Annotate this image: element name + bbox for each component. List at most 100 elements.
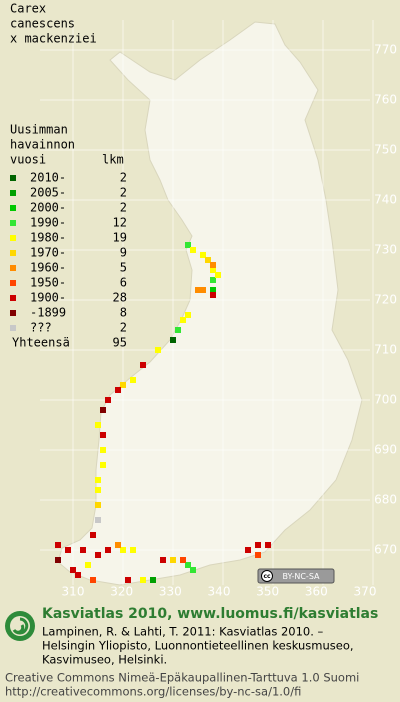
logo	[5, 611, 35, 641]
legend-swatch	[10, 190, 16, 196]
legend-swatch	[10, 310, 16, 316]
y-label: 750	[374, 143, 397, 157]
y-label: 770	[374, 43, 397, 57]
legend-count: 28	[113, 291, 127, 305]
y-label: 720	[374, 293, 397, 307]
cc-circle	[261, 570, 273, 582]
legend-count: 19	[113, 231, 127, 245]
occurrence	[65, 547, 71, 553]
occurrence	[95, 552, 101, 558]
occurrence	[55, 542, 61, 548]
cc-text: cc	[263, 573, 271, 580]
occurrence	[130, 377, 136, 383]
y-label: 680	[374, 493, 397, 507]
occurrences	[55, 242, 271, 583]
legend-label: 2000-	[30, 201, 66, 215]
occurrence	[185, 562, 191, 568]
occurrence	[140, 362, 146, 368]
occurrence	[90, 532, 96, 538]
legend-count: 12	[113, 216, 127, 230]
y-label: 690	[374, 443, 397, 457]
legend-heading: havainnon	[10, 138, 75, 152]
occurrence	[95, 517, 101, 523]
legend-count: 2	[120, 321, 127, 335]
occurrence	[140, 577, 146, 583]
occurrence	[115, 542, 121, 548]
cc-badge	[257, 568, 335, 584]
occurrence	[200, 252, 206, 258]
occurrence	[95, 422, 101, 428]
x-label: 360	[305, 585, 328, 599]
y-label: 730	[374, 243, 397, 257]
occurrence	[95, 502, 101, 508]
legend-label: 1950-	[30, 276, 66, 290]
legend-heading: vuosi	[10, 153, 46, 167]
occurrence	[185, 242, 191, 248]
y-label: 740	[374, 193, 397, 207]
occurrence	[70, 567, 76, 573]
license: Creative Commons Nimeä-Epäkaupallinen-Ta…	[5, 671, 359, 685]
legend-label: 1970-	[30, 246, 66, 260]
occurrence	[85, 562, 91, 568]
legend-swatch	[10, 175, 16, 181]
occurrence	[170, 337, 176, 343]
occurrence	[160, 557, 166, 563]
occurrence	[100, 432, 106, 438]
x-label: 330	[159, 585, 182, 599]
occurrence	[55, 557, 61, 563]
occurrence	[200, 287, 206, 293]
legend-label: 2010-	[30, 171, 66, 185]
legend-swatch	[10, 220, 16, 226]
legend-total-label: Yhteensä	[12, 336, 70, 350]
grid	[40, 20, 374, 585]
legend-label: -1899	[30, 306, 66, 320]
x-label: 320	[110, 585, 133, 599]
legend-total: 95	[113, 336, 127, 350]
legend-swatch	[10, 265, 16, 271]
occurrence	[80, 547, 86, 553]
occurrence	[100, 407, 106, 413]
footer-heading: Kasviatlas 2010, www.luomus.fi/kasviatla…	[42, 606, 378, 622]
occurrence	[175, 327, 181, 333]
occurrence	[210, 292, 216, 298]
occurrence	[210, 267, 216, 273]
occurrence	[210, 277, 216, 283]
legend-label: 1960-	[30, 261, 66, 275]
x-label: 310	[62, 585, 85, 599]
species-name: x mackenziei	[10, 32, 97, 46]
occurrence	[90, 577, 96, 583]
legend-swatch	[10, 295, 16, 301]
occurrence	[245, 547, 251, 553]
occurrence	[100, 447, 106, 453]
occurrence	[205, 257, 211, 263]
legend-label: ???	[30, 321, 52, 335]
legend-heading: Uusimman	[10, 123, 68, 137]
occurrence	[120, 547, 126, 553]
legend-label: 1990-	[30, 216, 66, 230]
occurrence	[210, 262, 216, 268]
citation: Lampinen, R. & Lahti, T. 2011: Kasviatla…	[42, 625, 324, 639]
occurrence	[255, 542, 261, 548]
occurrence	[215, 272, 221, 278]
legend-count: 2	[120, 201, 127, 215]
species-name: Carex	[10, 2, 46, 16]
legend-count: 9	[120, 246, 127, 260]
occurrence	[210, 287, 216, 293]
legend-count: 6	[120, 276, 127, 290]
x-label: 370	[354, 585, 377, 599]
citation: Helsingin Yliopisto, Luonnontieteellinen…	[42, 639, 354, 653]
legend-swatch	[10, 205, 16, 211]
legend-label: 1900-	[30, 291, 66, 305]
legend-count-heading: lkm	[102, 153, 124, 167]
occurrence	[120, 382, 126, 388]
occurrence	[195, 287, 201, 293]
legend-label: 1980-	[30, 231, 66, 245]
occurrence	[150, 577, 156, 583]
occurrence	[185, 312, 191, 318]
y-label: 760	[374, 93, 397, 107]
occurrence	[105, 397, 111, 403]
occurrence	[190, 567, 196, 573]
x-label: 340	[208, 585, 231, 599]
occurrence	[190, 247, 196, 253]
